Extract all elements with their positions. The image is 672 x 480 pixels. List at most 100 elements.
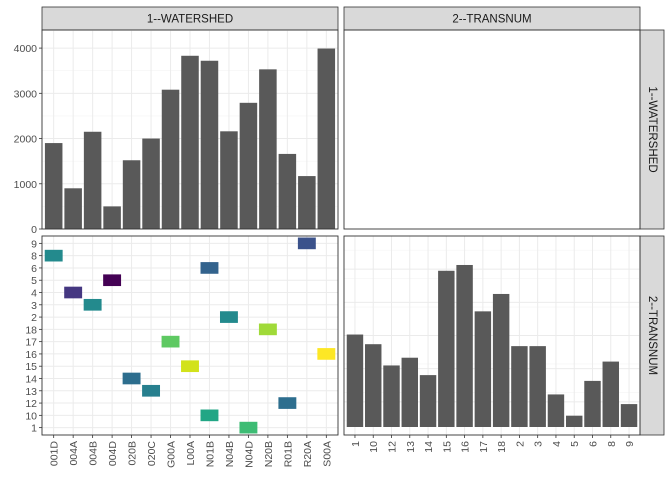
x-tick-label: 15 [441, 441, 453, 453]
x-tick-label: 1 [350, 441, 362, 447]
bar-N04D [239, 102, 258, 229]
x-tick-label: 17 [478, 441, 490, 453]
y-tick-label: 2 [31, 312, 37, 324]
y-tick-label: 13 [25, 386, 37, 398]
bar-001D [44, 143, 63, 229]
tile-001D-8 [44, 249, 63, 262]
y-tick-label: 3000 [14, 88, 38, 100]
tile-020B-14 [122, 372, 141, 385]
bar-020B [122, 160, 141, 229]
bar-5 [566, 415, 583, 427]
y-tick-label: 2000 [14, 134, 38, 146]
x-tick-label: 3 [533, 441, 545, 447]
y-tick-label: 18 [25, 324, 37, 336]
facet-strip-right-label-2: 2--TRANSNUM [646, 296, 658, 375]
x-tick-label: 001D [49, 441, 61, 467]
panel-2-transnum-2-transnum: 1 10 12 13 14 15 16 17 18 2 3 4 5 6 8 9 [343, 235, 641, 453]
bar-G00A [161, 89, 180, 229]
tile-N04B-2 [219, 311, 238, 323]
y-tick-label: 8 [31, 251, 37, 263]
bar-4 [547, 394, 565, 427]
x-tick-label: 2 [514, 441, 526, 447]
y-tick-label: 0 [31, 224, 37, 236]
bar-004D [103, 206, 121, 229]
tile-004B-3 [83, 298, 102, 311]
x-tick-label: N04D [243, 441, 255, 468]
y-tick-label: 16 [25, 349, 37, 361]
y-tick-label: 12 [25, 398, 37, 410]
tile-N20B-18 [258, 323, 277, 336]
y-tick-label: 14 [25, 373, 37, 385]
bar-12 [383, 365, 400, 427]
bar-N20B [259, 69, 277, 230]
panel-border [343, 29, 641, 230]
bar-1 [346, 334, 364, 427]
x-tick-label: N20B [263, 441, 275, 467]
bar-13 [401, 357, 418, 427]
tile-S00A-16 [317, 348, 336, 360]
bar-16 [456, 264, 473, 427]
x-tick-label: N04B [224, 441, 236, 467]
bar-L00A [181, 55, 199, 230]
x-tick-label: 020C [146, 441, 158, 467]
panel-1-watershed-1-watershed: 0 1000 2000 3000 4000 [14, 29, 339, 236]
tile-004D-5 [103, 274, 122, 287]
bar-17 [474, 311, 492, 427]
x-tick-label: S00A [321, 441, 333, 467]
bar-15 [438, 270, 455, 427]
bar-R01B [278, 153, 297, 229]
x-tick-label: 4 [551, 441, 563, 447]
x-tick-label: 5 [569, 441, 581, 447]
panel-1-watershed-2-transnum [343, 29, 641, 230]
tile-004A-4 [64, 286, 83, 299]
bar-N04B [220, 131, 238, 229]
facet-strip-top-label-1: 1--WATERSHED [147, 14, 233, 26]
y-tick-label: 1 [31, 423, 37, 435]
x-tick-label: 004D [107, 441, 119, 467]
y-tick-label: 4 [31, 288, 37, 300]
x-tick-label: R01B [282, 441, 294, 467]
x-tick-label: 6 [587, 441, 599, 447]
x-tick-label: 004A [68, 441, 80, 466]
x-tick-label: 8 [606, 441, 618, 447]
panel-border [41, 29, 339, 230]
bar-004A [64, 188, 82, 229]
x-tick-label: G00A [166, 441, 178, 468]
x-tick-label: 004B [88, 441, 100, 466]
bar-14 [419, 375, 437, 427]
tile-G00A-17 [161, 335, 180, 348]
x-tick-label: 13 [405, 441, 417, 453]
facet-strip-top-label-2: 2--TRANSNUM [452, 14, 531, 26]
bar-8 [602, 361, 619, 427]
bar-6 [584, 380, 601, 427]
y-tick-label: 17 [25, 337, 37, 349]
tile-R01B-12 [278, 397, 297, 409]
panel-border [343, 235, 641, 436]
bar-004B [83, 131, 102, 229]
y-tick-label: 5 [31, 275, 37, 287]
x-tick-label: L00A [185, 441, 197, 466]
bar-S00A [317, 48, 336, 229]
x-tick-label: 18 [496, 441, 508, 453]
tile-L00A-15 [181, 360, 199, 373]
y-tick-label: 10 [25, 410, 37, 422]
x-tick-label: 12 [387, 441, 399, 453]
tile-R20A-9 [297, 237, 316, 250]
bar-10 [365, 344, 382, 427]
y-tick-label: 9 [31, 238, 37, 250]
tile-N01B-6 [200, 262, 219, 274]
facet-strip-right-label-1: 1--WATERSHED [646, 86, 658, 172]
y-tick-label: 3 [31, 300, 37, 312]
tile-N04D-1 [239, 421, 258, 434]
bar-9 [620, 404, 638, 427]
x-tick-label: 9 [624, 441, 636, 447]
y-tick-label: 15 [25, 361, 37, 373]
x-tick-label: R20A [302, 441, 314, 467]
bar-18 [492, 293, 510, 427]
x-tick-label: 10 [368, 441, 380, 453]
bar-R20A [298, 176, 316, 229]
y-tick-label: 6 [31, 263, 37, 275]
x-tick-label: N01B [204, 441, 216, 467]
